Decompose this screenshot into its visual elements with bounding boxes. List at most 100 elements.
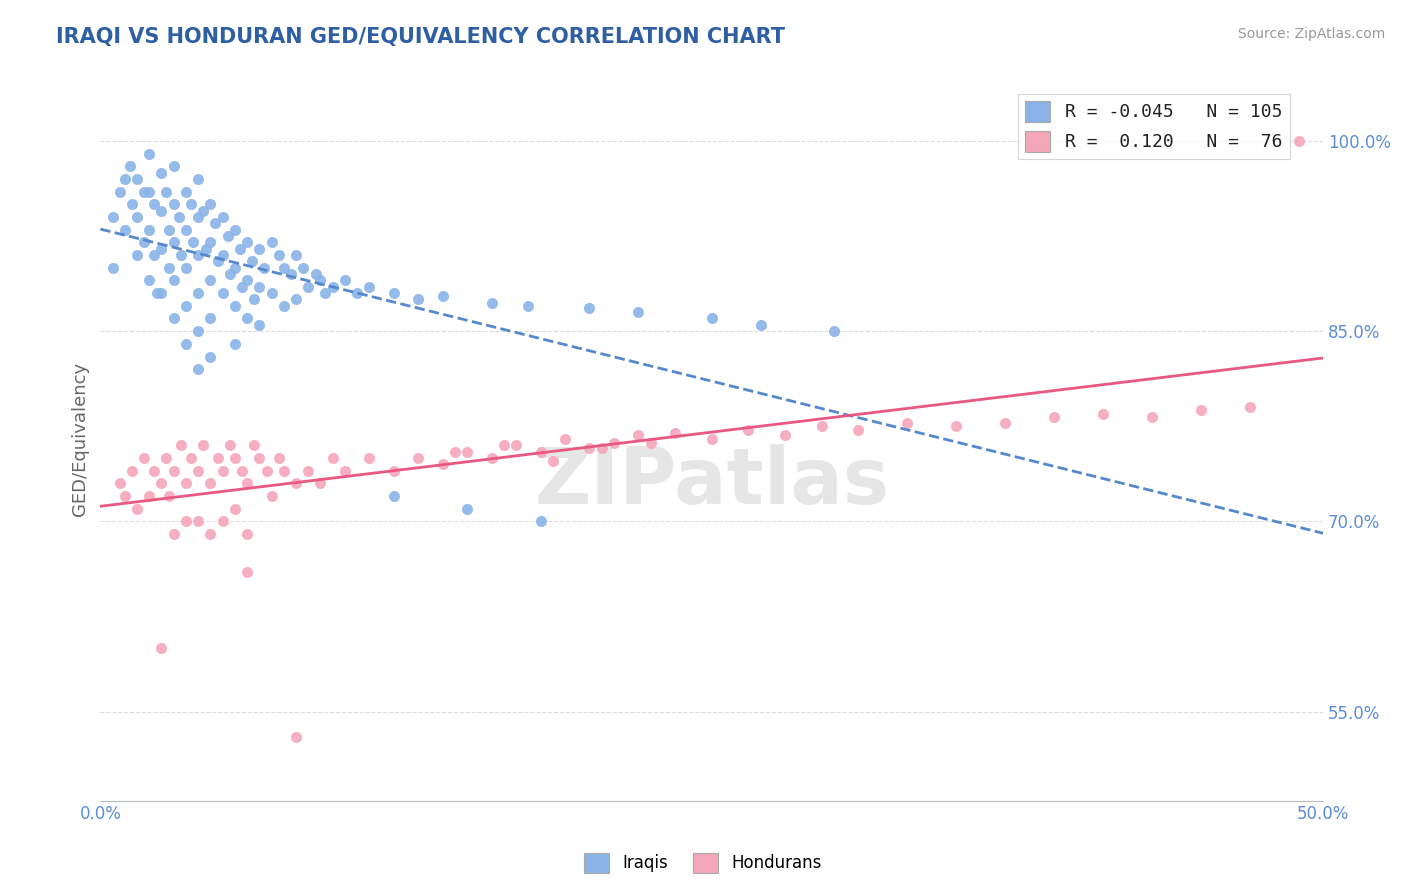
Point: [157, 489, 180, 503]
Point: [810, 419, 832, 434]
Point: [101, 260, 124, 275]
Point: [236, 566, 259, 580]
Point: [333, 273, 356, 287]
Point: [627, 305, 650, 319]
Point: [174, 260, 197, 275]
Point: [170, 438, 193, 452]
Point: [280, 267, 302, 281]
Point: [155, 451, 177, 466]
Point: [236, 273, 259, 287]
Point: [118, 159, 141, 173]
Point: [309, 273, 332, 287]
Point: [163, 273, 186, 287]
Point: [121, 464, 143, 478]
Point: [541, 453, 564, 467]
Point: [125, 210, 148, 224]
Point: [236, 311, 259, 326]
Y-axis label: GED/Equivalency: GED/Equivalency: [72, 362, 89, 516]
Point: [273, 260, 295, 275]
Point: [314, 286, 336, 301]
Point: [187, 464, 209, 478]
Point: [174, 299, 197, 313]
Point: [174, 222, 197, 236]
Point: [150, 203, 173, 218]
Point: [150, 641, 173, 656]
Point: [211, 515, 233, 529]
Point: [382, 464, 405, 478]
Point: [174, 476, 197, 491]
Point: [224, 337, 246, 351]
Point: [406, 451, 429, 466]
Point: [382, 286, 405, 301]
Point: [125, 172, 148, 186]
Point: [211, 210, 233, 224]
Point: [155, 185, 177, 199]
Point: [333, 464, 356, 478]
Point: [382, 489, 405, 503]
Point: [200, 476, 222, 491]
Point: [224, 260, 246, 275]
Point: [114, 172, 136, 186]
Point: [322, 280, 344, 294]
Point: [267, 451, 290, 466]
Point: [517, 299, 540, 313]
Point: [1140, 410, 1163, 425]
Point: [108, 185, 131, 199]
Point: [640, 435, 662, 450]
Point: [236, 476, 259, 491]
Point: [145, 286, 167, 301]
Point: [591, 441, 613, 455]
Point: [529, 444, 551, 458]
Point: [114, 222, 136, 236]
Point: [181, 235, 204, 250]
Point: [219, 267, 242, 281]
Point: [359, 451, 381, 466]
Point: [256, 464, 278, 478]
Point: [180, 451, 202, 466]
Point: [200, 311, 222, 326]
Point: [150, 286, 173, 301]
Point: [1288, 134, 1310, 148]
Point: [125, 501, 148, 516]
Point: [292, 260, 315, 275]
Point: [492, 438, 515, 452]
Point: [138, 489, 160, 503]
Point: [945, 419, 967, 434]
Point: [896, 416, 918, 430]
Point: [253, 260, 276, 275]
Point: [247, 451, 270, 466]
Point: [194, 242, 217, 256]
Point: [285, 730, 308, 744]
Point: [163, 527, 186, 541]
Point: [1239, 401, 1261, 415]
Point: [150, 476, 173, 491]
Point: [187, 362, 209, 376]
Point: [578, 441, 600, 455]
Point: [180, 197, 202, 211]
Point: [406, 293, 429, 307]
Point: [134, 451, 156, 466]
Point: [138, 146, 160, 161]
Text: ZIPatlas: ZIPatlas: [534, 444, 889, 520]
Point: [823, 324, 845, 338]
Point: [432, 458, 454, 472]
Text: Source: ZipAtlas.com: Source: ZipAtlas.com: [1237, 27, 1385, 41]
Point: [200, 235, 222, 250]
Point: [243, 438, 266, 452]
Point: [219, 438, 242, 452]
Point: [174, 515, 197, 529]
Point: [138, 222, 160, 236]
Point: [267, 248, 290, 262]
Point: [224, 299, 246, 313]
Point: [664, 425, 686, 440]
Point: [200, 197, 222, 211]
Point: [627, 428, 650, 442]
Point: [187, 324, 209, 338]
Point: [247, 318, 270, 332]
Point: [187, 248, 209, 262]
Point: [150, 242, 173, 256]
Point: [456, 444, 478, 458]
Point: [121, 197, 143, 211]
Point: [138, 273, 160, 287]
Point: [456, 501, 478, 516]
